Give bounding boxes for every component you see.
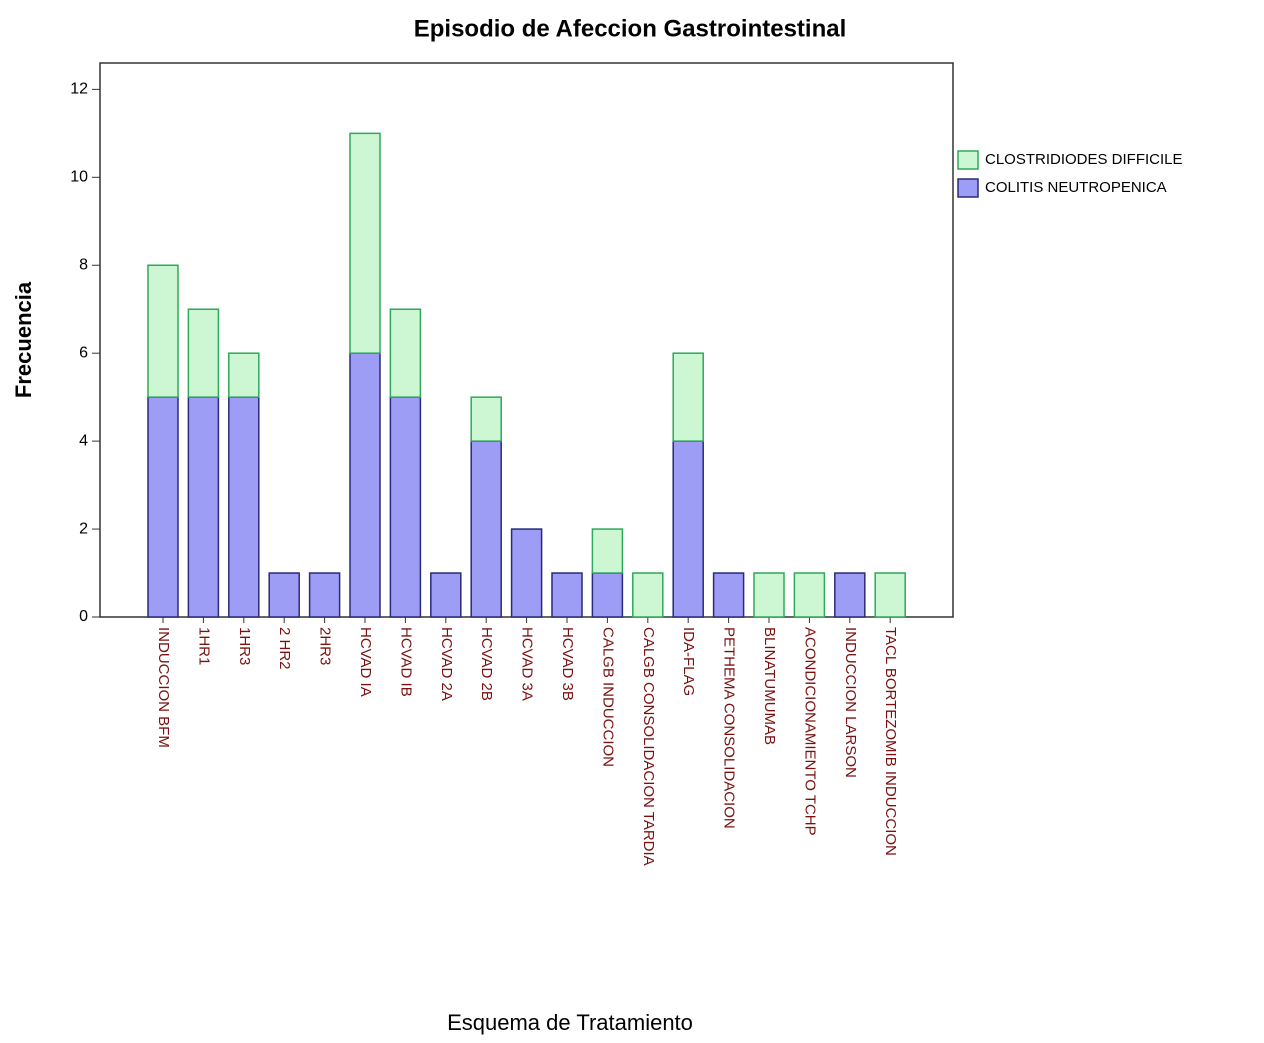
bar-segment [793,572,826,618]
x-tick-label: HCVAD IB [397,627,414,697]
y-tick-label: 6 [79,344,88,361]
chart-title: Episodio de Afeccion Gastrointestinal [414,15,847,42]
bar-segment [510,528,543,618]
x-tick-label: TACL BORTEZOMIB INDUCCION [882,627,899,856]
y-tick-label: 2 [79,520,88,537]
x-tick-label: HCVAD 2B [478,627,495,701]
bar-segment [632,572,664,618]
legend-swatch [957,150,979,170]
x-tick-label: 2 HR2 [276,627,293,670]
y-tick-label: 4 [79,432,88,449]
bar-segment [470,396,502,442]
bar-segment [874,572,906,618]
x-tick-label: ACONDICIONAMIENTO TCHP [801,627,818,836]
bar-segment [349,352,381,618]
x-tick-label: HCVAD IA [357,627,374,697]
y-tick-label: 8 [79,256,88,273]
x-tick-label: 1HR1 [195,627,212,665]
bar-segment [591,528,624,574]
legend-label: COLITIS NEUTROPENICA [985,179,1167,196]
x-tick-label: INDUCCION BFM [155,627,172,748]
bar-segment [187,308,220,398]
bar-segment [712,572,745,618]
bar-segment [268,572,300,618]
bar-segment [753,572,785,618]
bar-segment [308,572,341,618]
x-tick-label: PETHEMA CONSOLIDACION [721,627,738,829]
x-tick-label: BLINATUMUMAB [761,627,778,745]
bar-segment [591,572,624,618]
x-tick-label: CALGB CONSOLIDACION TARDIA [640,627,657,866]
bar-segment [187,396,220,618]
x-tick-label: HCVAD 2A [438,627,455,701]
bar-segment [147,264,179,398]
x-tick-label: 2HR3 [317,627,334,665]
x-tick-label: 1HR3 [236,627,253,665]
y-tick-label: 12 [70,81,88,98]
legend-swatch [957,178,979,198]
bar-segment [228,396,260,618]
bar-segment [470,440,502,618]
x-tick-label: CALGB INDUCCION [599,627,616,767]
bar-segment [147,396,179,618]
bar-segment [389,396,422,618]
bar-segment [389,308,422,398]
bar-segment [430,572,462,618]
x-axis-title: Esquema de Tratamiento [447,1010,693,1035]
x-tick-label: IDA-FLAG [680,627,697,696]
x-tick-label: HCVAD 3B [559,627,576,701]
bar-segment [349,132,381,354]
x-tick-label: INDUCCION LARSON [842,627,859,778]
legend-label: CLOSTRIDIODES DIFFICILE [985,151,1183,168]
bar-segment [672,440,704,618]
x-tick-label: HCVAD 3A [519,627,536,701]
bar-segment [551,572,583,618]
y-tick-label: 0 [79,608,88,625]
y-axis-title: Frecuencia [11,281,36,398]
bar-segment [834,572,866,618]
bar-segment [228,352,260,398]
y-tick-label: 10 [70,169,88,186]
bar-segment [672,352,704,442]
